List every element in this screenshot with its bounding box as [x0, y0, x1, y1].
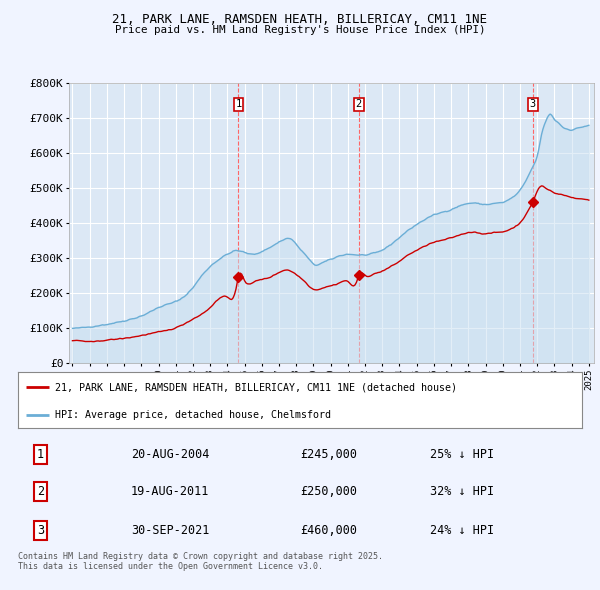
- Text: £250,000: £250,000: [300, 484, 357, 498]
- Text: 21, PARK LANE, RAMSDEN HEATH, BILLERICAY, CM11 1NE: 21, PARK LANE, RAMSDEN HEATH, BILLERICAY…: [113, 13, 487, 26]
- Text: 30-SEP-2021: 30-SEP-2021: [131, 524, 209, 537]
- Text: 20-AUG-2004: 20-AUG-2004: [131, 448, 209, 461]
- Text: 25% ↓ HPI: 25% ↓ HPI: [430, 448, 494, 461]
- Text: 3: 3: [37, 524, 44, 537]
- Text: 24% ↓ HPI: 24% ↓ HPI: [430, 524, 494, 537]
- Text: 21, PARK LANE, RAMSDEN HEATH, BILLERICAY, CM11 1NE (detached house): 21, PARK LANE, RAMSDEN HEATH, BILLERICAY…: [55, 382, 457, 392]
- Text: Price paid vs. HM Land Registry's House Price Index (HPI): Price paid vs. HM Land Registry's House …: [115, 25, 485, 35]
- Text: Contains HM Land Registry data © Crown copyright and database right 2025.
This d: Contains HM Land Registry data © Crown c…: [18, 552, 383, 571]
- Text: 3: 3: [530, 99, 536, 109]
- Text: 1: 1: [235, 99, 242, 109]
- Text: 19-AUG-2011: 19-AUG-2011: [131, 484, 209, 498]
- Text: £460,000: £460,000: [300, 524, 357, 537]
- Text: 2: 2: [356, 99, 362, 109]
- Text: 2: 2: [37, 484, 44, 498]
- Text: HPI: Average price, detached house, Chelmsford: HPI: Average price, detached house, Chel…: [55, 411, 331, 421]
- Text: £245,000: £245,000: [300, 448, 357, 461]
- Text: 1: 1: [37, 448, 44, 461]
- Text: 32% ↓ HPI: 32% ↓ HPI: [430, 484, 494, 498]
